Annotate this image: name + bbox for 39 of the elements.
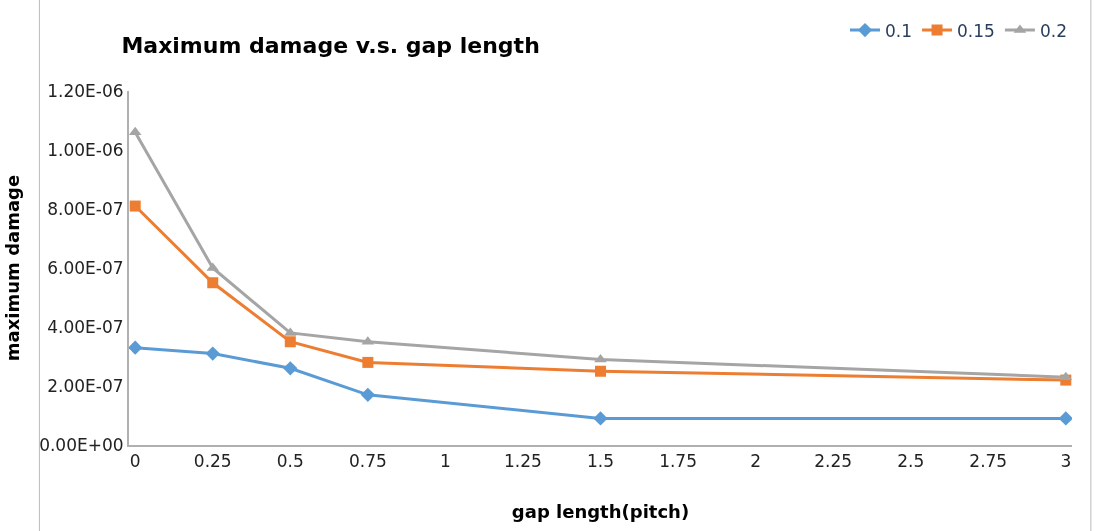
x-tick-label: 2.75 [969,451,1008,472]
point [205,346,220,361]
y-tick-label: 8.00E-07 [47,198,124,219]
point [284,336,296,348]
point [1058,411,1072,426]
x-tick-label: 0 [129,451,141,472]
x-tick-label: 2.5 [897,451,925,472]
point [283,361,298,376]
x-tick-label: 1.5 [586,451,615,472]
x-tick-label: 1.75 [659,451,697,472]
legend-label: 0.1 [885,20,913,41]
point [129,200,141,212]
y-tick-label: 6.00E-07 [47,257,124,278]
point [207,277,219,289]
y-tick-label: 1.20E-06 [47,80,124,101]
y-axis-title: maximum damage [1,174,23,362]
x-tick-label: 2.25 [814,451,853,472]
point [594,353,607,363]
x-tick-label: 2 [750,451,762,472]
x-tick-label: 1.25 [504,451,542,472]
x-tick-label: 0.25 [193,451,232,472]
legend-label: 0.2 [1039,20,1067,41]
point [129,340,143,355]
x-tick-label: 0.75 [348,451,387,472]
x-tick-label: 3 [1060,451,1072,472]
legend-label: 0.15 [957,20,995,41]
point [129,126,142,136]
point [362,356,374,368]
y-tick-label: 2.00E-07 [47,375,124,396]
y-tick-label: 0.00E+00 [39,434,124,455]
y-tick-label: 1.00E-06 [47,139,124,160]
x-tick-label: 1 [439,451,451,472]
x-axis-title: gap length(pitch) [511,501,690,522]
point [595,365,606,377]
chart-title: Maximum damage v.s. gap length [121,32,540,58]
x-tick-label: 0.5 [276,451,304,472]
point [360,387,375,402]
y-tick-label: 4.00E-07 [47,316,124,337]
point [593,411,608,426]
